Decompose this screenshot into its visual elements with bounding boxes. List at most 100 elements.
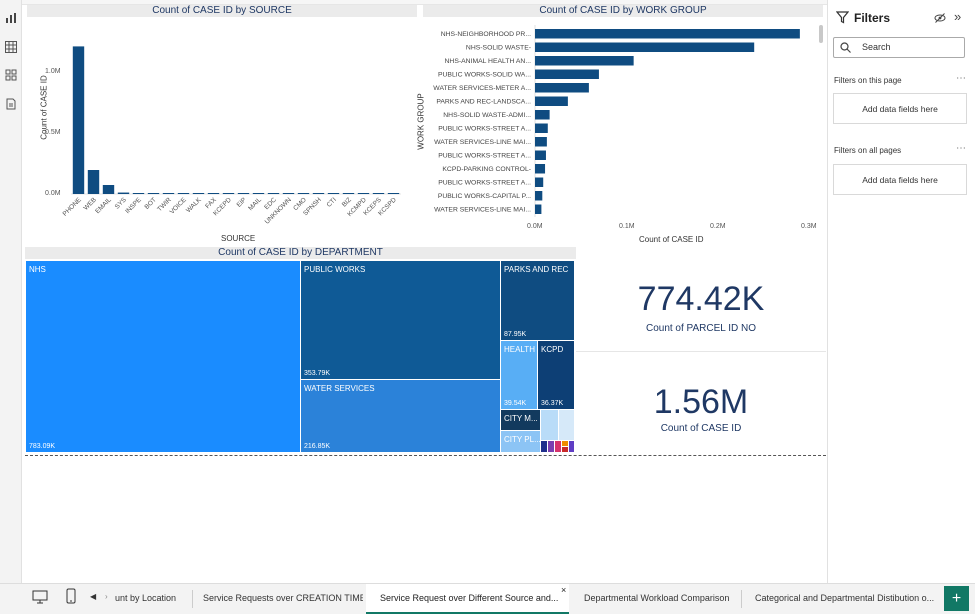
workgroup-bar[interactable] bbox=[535, 96, 568, 107]
tab-service-request-over-source[interactable]: Service Request over Different Source an… bbox=[366, 584, 569, 614]
card-divider bbox=[576, 351, 826, 352]
wg-ytick: PUBLIC WORKS-STREET A... bbox=[438, 126, 531, 133]
source-bar-inspe[interactable] bbox=[132, 193, 145, 194]
treemap-tile-label: CITY M... bbox=[504, 414, 538, 423]
workgroup-bar[interactable] bbox=[535, 123, 548, 134]
ribbon-edge bbox=[22, 0, 827, 5]
source-bar-sys[interactable] bbox=[117, 192, 130, 194]
tab-label: Categorical and Departmental Distibution… bbox=[755, 593, 935, 603]
workgroup-bar[interactable] bbox=[535, 56, 634, 66]
dax-query-icon[interactable] bbox=[4, 97, 18, 111]
treemap-tile-small[interactable] bbox=[555, 441, 561, 452]
tab-service-requests-over-creation-time[interactable]: Service Requests over CREATION TIME bbox=[203, 584, 363, 614]
desktop-layout-icon[interactable] bbox=[32, 590, 48, 609]
source-bar-spnsh[interactable] bbox=[312, 193, 325, 194]
tab-count-by-location[interactable]: unt by Location bbox=[115, 584, 185, 614]
more-options-icon[interactable]: ⋯ bbox=[956, 73, 967, 84]
treemap-tile-small[interactable] bbox=[541, 441, 547, 452]
source-bar-cmo[interactable] bbox=[297, 193, 310, 194]
source-bar-kceps[interactable] bbox=[372, 193, 385, 194]
treemap-tile-city-m[interactable]: CITY M... bbox=[501, 410, 540, 430]
source-bar-kcmpd[interactable] bbox=[357, 193, 370, 194]
treemap-tile-kcpd[interactable]: KCPD 36.37K bbox=[538, 341, 574, 409]
treemap-tile-public-works[interactable]: PUBLIC WORKS 353.79K bbox=[301, 261, 500, 379]
parcel-count-value: 774.42K bbox=[637, 280, 765, 318]
wg-ytick: NHS-NEIGHBORHOOD PR... bbox=[441, 31, 531, 38]
source-bar-cti[interactable] bbox=[327, 193, 340, 194]
mobile-layout-icon[interactable] bbox=[66, 588, 76, 609]
table-view-icon[interactable] bbox=[4, 40, 18, 54]
tab-categorical-departmental-distribution[interactable]: Categorical and Departmental Distibution… bbox=[755, 584, 935, 614]
search-icon bbox=[840, 42, 851, 55]
page-filter-drop-well[interactable]: Add data fields here bbox=[833, 93, 967, 124]
tab-separator bbox=[741, 590, 742, 608]
source-bar-unknown[interactable] bbox=[282, 193, 295, 194]
hide-filters-icon[interactable] bbox=[934, 11, 946, 29]
treemap-tile-small[interactable] bbox=[548, 441, 554, 452]
source-bar-kcspd[interactable] bbox=[387, 193, 400, 194]
workgroup-scrollbar[interactable] bbox=[819, 25, 823, 43]
tab-departmental-workload-comparison[interactable]: Departmental Workload Comparison bbox=[584, 584, 734, 614]
source-bar-eip[interactable] bbox=[237, 193, 250, 194]
workgroup-bar[interactable] bbox=[535, 69, 599, 80]
source-bar-walk[interactable] bbox=[192, 193, 205, 194]
treemap-tile-city-pl[interactable]: CITY PL... bbox=[501, 431, 540, 452]
source-bar-mail[interactable] bbox=[252, 193, 265, 194]
source-bar-bot[interactable] bbox=[147, 193, 160, 194]
treemap-tile-small[interactable] bbox=[559, 410, 574, 440]
wg-ytick: NHS-SOLID WASTE-ADMI... bbox=[443, 112, 531, 119]
workgroup-chart-title: Count of CASE ID by WORK GROUP bbox=[423, 5, 823, 17]
wg-xtick: 0.1M bbox=[619, 223, 635, 230]
treemap-tile-label: PUBLIC WORKS bbox=[304, 265, 366, 274]
treemap-tile-nhs[interactable]: NHS 783.09K bbox=[26, 261, 300, 452]
source-ytick: 0.5M bbox=[45, 129, 61, 136]
workgroup-bar[interactable] bbox=[535, 150, 546, 161]
case-count-card: 1.56M Count of CASE ID bbox=[576, 353, 826, 453]
workgroup-bar[interactable] bbox=[535, 177, 544, 188]
wg-ytick: NHS-SOLID WASTE- bbox=[466, 45, 531, 52]
search-placeholder: Search bbox=[862, 42, 891, 52]
collapse-pane-icon[interactable]: » bbox=[954, 9, 962, 24]
treemap-tile-small[interactable] bbox=[562, 447, 568, 452]
source-bar-edc[interactable] bbox=[267, 193, 280, 194]
wg-ytick: PUBLIC WORKS-SOLID WA... bbox=[438, 72, 531, 79]
more-options-icon[interactable]: ⋯ bbox=[956, 143, 967, 154]
wg-ytick: PUBLIC WORKS-STREET A... bbox=[438, 153, 531, 160]
add-page-button[interactable]: + bbox=[944, 586, 969, 611]
source-bar-fax[interactable] bbox=[207, 193, 220, 194]
tab-separator bbox=[192, 590, 193, 608]
source-ytick: 1.0M bbox=[45, 68, 61, 75]
filter-search-box[interactable]: Search bbox=[833, 37, 965, 58]
filters-pane: Filters » Search Filters on this page ⋯ … bbox=[827, 0, 975, 583]
source-bar-twir[interactable] bbox=[162, 193, 175, 194]
workgroup-bar[interactable] bbox=[535, 137, 547, 147]
source-bar-phone[interactable] bbox=[72, 46, 85, 195]
model-view-icon[interactable] bbox=[4, 68, 18, 82]
source-bar-email[interactable] bbox=[102, 185, 115, 194]
report-view-icon[interactable] bbox=[4, 11, 18, 25]
treemap-tile-small[interactable] bbox=[541, 410, 558, 440]
workgroup-bar[interactable] bbox=[535, 110, 550, 120]
scroll-right-icon[interactable]: › bbox=[105, 592, 108, 601]
tab-label: Service Request over Different Source an… bbox=[380, 593, 559, 603]
workgroup-bar[interactable] bbox=[535, 204, 542, 215]
close-tab-icon[interactable]: × bbox=[561, 585, 567, 595]
source-bar-kcepd[interactable] bbox=[222, 193, 235, 194]
treemap-tile-water-services[interactable]: WATER SERVICES 216.85K bbox=[301, 380, 500, 452]
workgroup-bar[interactable] bbox=[535, 164, 546, 174]
source-bar-voice[interactable] bbox=[177, 193, 190, 194]
source-bar-web[interactable] bbox=[87, 170, 100, 194]
treemap-tile-small[interactable] bbox=[562, 441, 568, 446]
treemap-tile-parks-and-rec[interactable]: PARKS AND REC 87.95K bbox=[501, 261, 574, 340]
treemap-tile-health[interactable]: HEALTH 39.54K bbox=[501, 341, 537, 409]
workgroup-bar[interactable] bbox=[535, 42, 755, 53]
source-bar-biz[interactable] bbox=[342, 193, 355, 194]
wg-xtick: 0.0M bbox=[527, 223, 543, 230]
workgroup-bar[interactable] bbox=[535, 29, 800, 39]
treemap-tile-label: PARKS AND REC bbox=[504, 265, 569, 274]
treemap-tile-small[interactable] bbox=[569, 441, 574, 452]
scroll-left-icon[interactable]: ◀ bbox=[90, 592, 97, 601]
workgroup-bar[interactable] bbox=[535, 191, 543, 201]
workgroup-bar[interactable] bbox=[535, 83, 589, 93]
all-pages-filter-drop-well[interactable]: Add data fields here bbox=[833, 164, 967, 195]
